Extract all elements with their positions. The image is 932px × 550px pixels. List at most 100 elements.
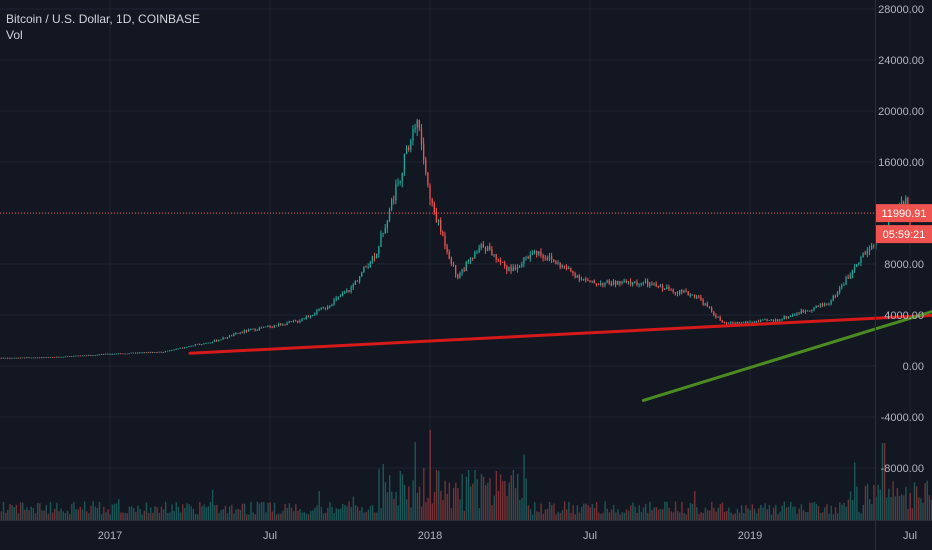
volume-bar	[851, 500, 854, 520]
candle-body	[196, 343, 199, 345]
candle-body	[79, 355, 81, 357]
volume-bar	[452, 487, 455, 520]
volume-bar	[433, 492, 436, 520]
candle-body	[333, 300, 335, 305]
candle-body	[346, 290, 348, 293]
candle-body	[418, 120, 421, 129]
candle-body	[169, 350, 171, 352]
candle-body	[670, 288, 672, 290]
volume-bar	[898, 496, 901, 520]
candle-body	[644, 280, 647, 283]
candle-body	[679, 290, 681, 294]
candle-body	[845, 277, 847, 285]
volume-bar	[86, 511, 88, 520]
volume-bar	[930, 499, 932, 520]
candle-body	[531, 253, 534, 255]
green-trend-line	[641, 309, 932, 402]
volume-bar	[329, 502, 331, 520]
volume-bar	[531, 514, 534, 520]
volume-bar	[700, 512, 702, 520]
candle-body	[802, 310, 805, 313]
candle-body	[177, 348, 179, 350]
candle-body	[469, 257, 472, 261]
candle-body	[721, 320, 723, 323]
volume-bar	[715, 511, 717, 520]
candle-body	[0, 357, 2, 359]
candle-body	[862, 252, 864, 258]
volume-bar	[608, 512, 611, 520]
volume-bar	[26, 507, 28, 520]
candle-body	[783, 316, 785, 319]
volume-bar	[529, 509, 532, 520]
candle-body	[766, 319, 768, 321]
candle-body	[154, 352, 156, 353]
volume-bar	[399, 470, 402, 520]
candle-body	[160, 351, 162, 353]
volume-bar	[284, 503, 286, 520]
candle-body	[866, 251, 869, 255]
candle-body	[437, 219, 440, 223]
candle-body	[796, 313, 798, 315]
candle-body	[77, 355, 79, 357]
candle-body	[792, 314, 794, 317]
volume-bar	[205, 507, 207, 520]
volume-bar	[64, 513, 67, 520]
y-tick-label: 16000.00	[878, 157, 924, 169]
candle-body	[420, 128, 423, 144]
candle-body	[557, 262, 559, 264]
volume-indicator-label[interactable]: Vol	[6, 28, 23, 42]
volume-bar	[39, 503, 41, 520]
volume-bar	[662, 509, 664, 520]
volume-bar	[843, 502, 845, 520]
candle-body	[376, 253, 378, 258]
volume-bar	[566, 509, 568, 520]
x-tick-label: Jul	[903, 530, 917, 542]
candle-body	[510, 266, 512, 271]
candle-body	[34, 357, 37, 359]
volume-bars	[0, 429, 932, 520]
volume-bar	[655, 507, 658, 520]
candle-body	[324, 307, 327, 309]
drawings[interactable]	[0, 121, 932, 402]
candle-body	[9, 357, 11, 359]
volume-bar	[871, 503, 873, 520]
volume-bar	[320, 507, 323, 520]
candle-body	[64, 356, 66, 358]
candle-body	[693, 294, 696, 298]
volume-bar	[651, 510, 653, 520]
candle-body	[397, 182, 399, 184]
volume-bar	[866, 483, 869, 520]
candle-body	[410, 140, 412, 150]
candle-body	[429, 185, 431, 200]
volume-bar	[463, 510, 466, 520]
candle-body	[698, 296, 700, 298]
volume-bar	[470, 486, 472, 520]
volume-bar	[856, 486, 858, 520]
volume-bar	[574, 514, 576, 520]
candle-body	[115, 353, 118, 355]
volume-bar	[636, 512, 638, 520]
candle-body	[164, 351, 167, 353]
volume-bar	[130, 506, 133, 520]
volume-bar	[378, 469, 380, 520]
candle-body	[809, 310, 811, 312]
candle-body	[269, 326, 271, 328]
volume-bar	[267, 502, 269, 520]
candle-body	[107, 353, 109, 355]
volume-bar	[510, 475, 512, 520]
volume-bar	[766, 509, 768, 520]
candle-body	[623, 280, 625, 282]
candle-body	[800, 310, 802, 314]
candle-body	[755, 321, 758, 323]
candle-body	[536, 251, 538, 255]
volume-bar	[79, 506, 82, 520]
candle-body	[391, 199, 393, 210]
volume-bar	[683, 513, 685, 520]
volume-bar	[423, 468, 425, 520]
volume-bar	[726, 510, 728, 520]
candle-body	[243, 330, 246, 333]
candle-body	[834, 295, 837, 297]
candle-body	[299, 320, 301, 323]
symbol-title[interactable]: Bitcoin / U.S. Dollar, 1D, COINBASE	[6, 12, 201, 26]
